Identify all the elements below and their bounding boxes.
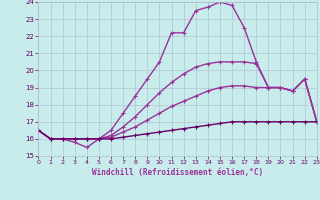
X-axis label: Windchill (Refroidissement éolien,°C): Windchill (Refroidissement éolien,°C): [92, 168, 263, 177]
